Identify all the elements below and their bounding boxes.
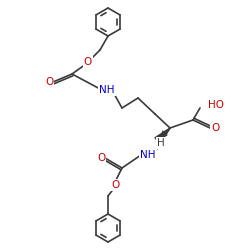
Polygon shape (155, 128, 170, 142)
Text: H: H (157, 138, 165, 148)
Text: NH: NH (140, 150, 156, 160)
Text: NH: NH (99, 85, 115, 95)
Text: O: O (84, 57, 92, 67)
Text: O: O (45, 77, 53, 87)
Text: O: O (211, 123, 219, 133)
Text: O: O (111, 180, 119, 190)
Text: O: O (97, 153, 105, 163)
Text: HO: HO (208, 100, 224, 110)
